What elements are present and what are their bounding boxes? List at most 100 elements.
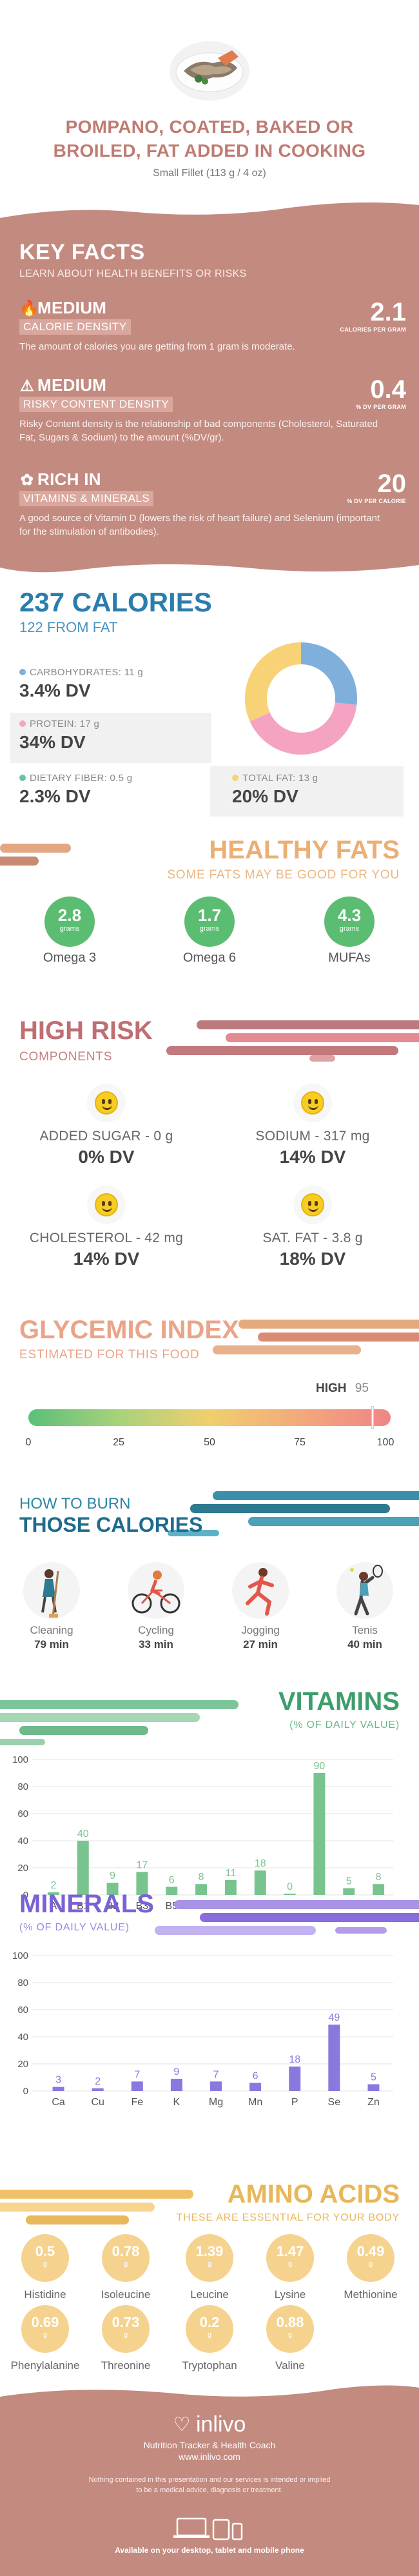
macronutrient-donut-chart (245, 642, 357, 755)
mineral-bar-Ca (52, 2086, 64, 2091)
high-risk-title: HIGH RISK (19, 1016, 153, 1045)
fat-omega3: 2.8 grams Omega 3 (24, 897, 115, 966)
risk-saturated-fat: SAT. FAT - 3.8 g 18% DV (219, 1185, 406, 1269)
mineral-ytick: 40 (17, 2032, 28, 2043)
mineral-value-label: 3 (55, 2075, 61, 2086)
vitamin-bar-C (284, 1894, 296, 1895)
risk-added-sugar: ADDED SUGAR - 0 g 0% DV (13, 1084, 200, 1167)
key-fact-risky-density: ⚠ MEDIUM RISKY CONTENT DENSITY 0.4% DV PE… (19, 375, 406, 443)
healthy-fats-subtitle: SOME FATS MAY BE GOOD FOR YOU (167, 868, 400, 882)
amino-phenylalanine: 0.69 g Phenylalanine (6, 2305, 84, 2372)
amino-lysine: 1.47 g Lysine (251, 2234, 329, 2301)
mineral-ytick: 20 (17, 2059, 28, 2070)
mineral-category-label: Mn (248, 2097, 262, 2108)
vitamin-bar-B6 (195, 1884, 208, 1895)
smiley-icon (293, 1185, 332, 1224)
availability-note: Available on your desktop, tablet and mo… (115, 2546, 304, 2555)
mineral-value-label: 7 (134, 2069, 140, 2080)
flame-icon: 🔥 (19, 300, 39, 317)
smiley-icon (293, 1084, 332, 1122)
amino-threonine: 0.73 g Threonine (87, 2305, 164, 2372)
healthy-fats-title: HEALTHY FATS (209, 836, 400, 864)
high-risk-subtitle: COMPONENTS (19, 1050, 113, 1064)
vitamin-value-label: 9 (110, 1870, 115, 1881)
key-fact-vitamins-minerals: ✿ RICH IN VITAMINS & MINERALS 20% DV PER … (19, 470, 406, 537)
devices-icon (0, 2515, 419, 2541)
amino-valine: 0.88 g Valine (251, 2305, 329, 2372)
mineral-bar-Mg (210, 2081, 222, 2091)
vitamin-ytick: 60 (17, 1808, 28, 1819)
glycemic-subtitle: ESTIMATED FOR THIS FOOD (19, 1348, 200, 1362)
vitamin-value-label: 2 (50, 1880, 56, 1891)
brand-name: inlivo (195, 2412, 246, 2437)
vitamin-bar-B5 (166, 1887, 178, 1895)
activity-cycling: Cycling 33 min (117, 1558, 195, 1651)
mineral-bar-Zn (367, 2084, 380, 2091)
vitamin-ytick: 20 (17, 1863, 28, 1874)
glycemic-marker (371, 1406, 374, 1429)
glycemic-tick: 75 (294, 1437, 306, 1448)
food-title: POMPANO, COATED, BAKED OR BROILED, FAT A… (53, 117, 366, 161)
glycemic-title: GLYCEMIC INDEX (19, 1316, 239, 1344)
mineral-ytick: 80 (17, 1977, 28, 1988)
mineral-bar-Fe (131, 2081, 143, 2091)
risk-sodium: SODIUM - 317 mg 14% DV (219, 1084, 406, 1167)
vitamin-bar-B9 (224, 1879, 237, 1895)
donut-slice-carbohydrates (300, 642, 357, 705)
glycemic-readout: HIGH 95 (316, 1382, 369, 1395)
mineral-category-label: K (173, 2097, 180, 2108)
nutrient-carbohydrates: CARBOHYDRATES: 11 g 3.4% DV (19, 667, 144, 700)
amino-subtitle: THESE ARE ESSENTIAL FOR YOUR BODY (176, 2212, 400, 2223)
food-image (168, 39, 251, 103)
cleaning-icon (19, 1558, 84, 1623)
donut-slice-fat (245, 642, 302, 722)
vitamin-value-label: 40 (77, 1828, 89, 1839)
glycemic-tick: 0 (25, 1437, 32, 1448)
glycemic-tick: 50 (204, 1437, 215, 1448)
vitamin-value-label: 0 (287, 1881, 293, 1892)
amino-methionine: 0.49 g Methionine (332, 2234, 409, 2301)
vitamin-category-label: B1 (77, 1901, 90, 1912)
nutrient-total-fat: TOTAL FAT: 13 g 20% DV (232, 773, 318, 806)
mineral-ytick: 100 (13, 1950, 28, 1961)
minerals-bar-chart: 0 20 40 60 80 100 3 Ca 2 Cu 7 Fe 9 K 7 Mg 6 Mn 18 P 49 Se 5 Zn (13, 1950, 393, 2108)
heart-logo-icon: ♡ (173, 2414, 191, 2435)
mineral-bar-Se (328, 2025, 340, 2091)
vitamin-category-label: B3 (136, 1901, 149, 1912)
brand-url[interactable]: www.inlivo.com (179, 2452, 240, 2462)
jogging-icon (228, 1558, 293, 1623)
footer (0, 2404, 419, 2576)
vitamin-category-label: A (50, 1901, 57, 1912)
mineral-value-label: 2 (95, 2076, 101, 2087)
vitamin-value-label: 5 (346, 1876, 352, 1887)
footer-brand-block: ♡ inlivo Nutrition Tracker & Health Coac… (0, 2412, 419, 2555)
serving-size: Small Fillet (113 g / 4 oz) (153, 168, 266, 179)
vitamin-value-label: 6 (169, 1874, 175, 1885)
activity-cleaning: Cleaning 79 min (13, 1558, 90, 1651)
calories-title: 237 CALORIES (19, 587, 212, 617)
burn-title-line2: THOSE CALORIES (19, 1513, 203, 1536)
wave-divider (0, 2385, 419, 2406)
fat-omega6: 1.7 grams Omega 6 (164, 897, 255, 966)
vitamin-value-label: 11 (226, 1868, 237, 1879)
mineral-value-label: 18 (289, 2054, 300, 2065)
mineral-category-label: Zn (367, 2097, 380, 2108)
burn-title-line1: HOW TO BURN (19, 1495, 131, 1512)
disclaimer: Nothing contained in this presentation a… (88, 2476, 331, 2494)
mineral-value-label: 49 (328, 2012, 340, 2023)
smiley-icon (87, 1185, 126, 1224)
vitamin-value-label: 90 (314, 1761, 326, 1772)
vitamin-bar-B12 (254, 1870, 266, 1895)
calories-from-fat: 122 FROM FAT (19, 619, 118, 635)
vitamin-value-label: 8 (199, 1872, 204, 1883)
minerals-title: MINERALS (19, 1890, 154, 1918)
mineral-category-label: Fe (131, 2097, 143, 2108)
smiley-icon (87, 1084, 126, 1122)
mineral-bar-K (170, 2079, 182, 2091)
vitamin-value-label: 8 (376, 1872, 382, 1883)
vitamin-bar-A (47, 1892, 59, 1895)
mineral-bar-Cu (92, 2088, 104, 2091)
mineral-ytick: 0 (23, 2086, 28, 2097)
cycling-icon (124, 1558, 188, 1623)
